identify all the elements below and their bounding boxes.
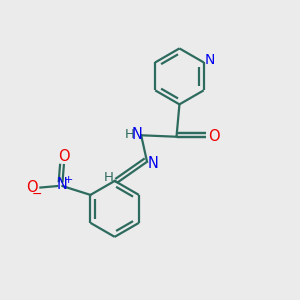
Text: N: N: [148, 156, 159, 171]
Text: H: H: [124, 128, 134, 141]
Text: N: N: [57, 177, 68, 192]
Text: −: −: [32, 188, 43, 201]
Text: O: O: [208, 129, 220, 144]
Text: +: +: [64, 175, 74, 185]
Text: O: O: [58, 148, 70, 164]
Text: N: N: [205, 53, 215, 67]
Text: H: H: [103, 171, 113, 184]
Text: N: N: [131, 127, 142, 142]
Text: O: O: [26, 180, 38, 195]
